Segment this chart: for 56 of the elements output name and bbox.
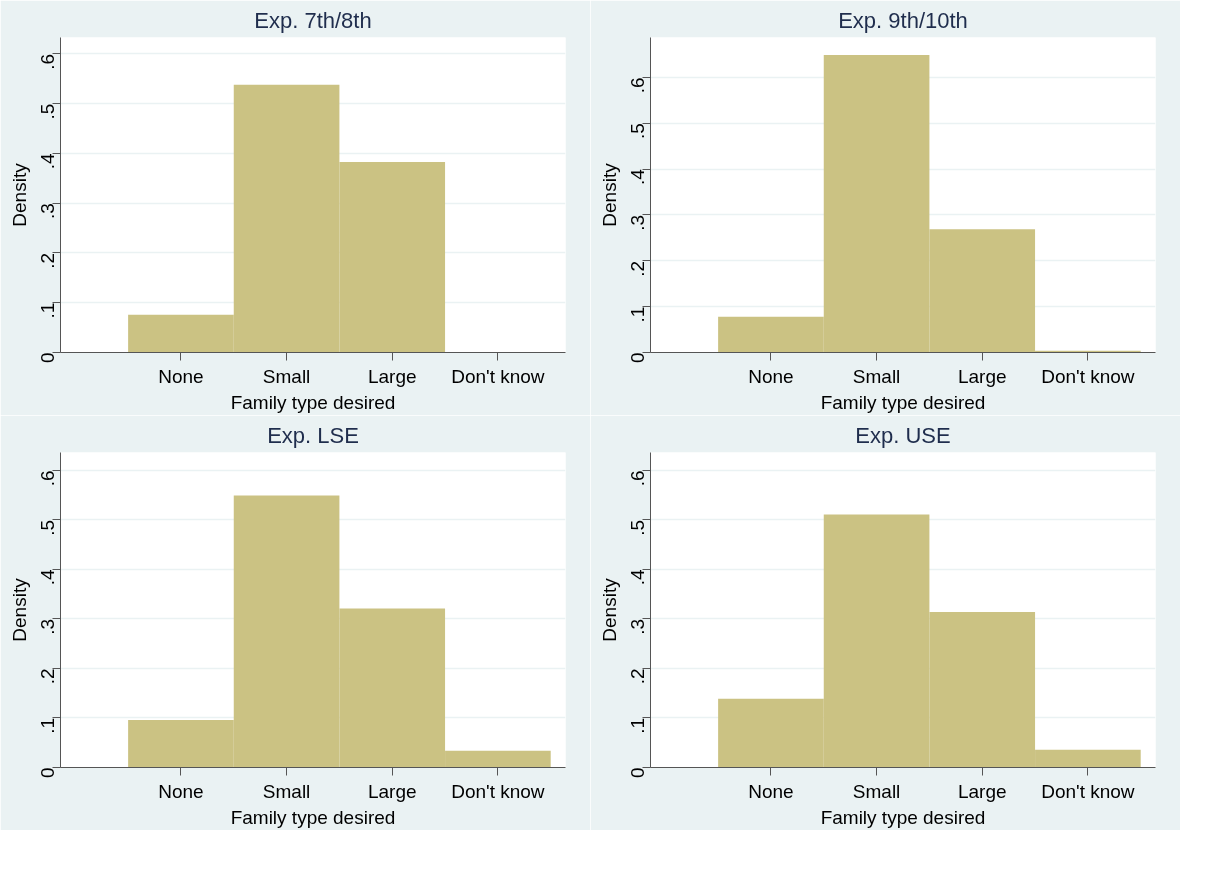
y-tick-label: .6 <box>37 53 58 70</box>
y-axis-title: Density <box>598 577 620 642</box>
y-axis-title: Density <box>8 577 30 642</box>
x-axis-title: Family type desired <box>230 806 396 828</box>
y-tick-label: .2 <box>37 668 58 685</box>
x-tick-label: None <box>158 365 204 387</box>
chart-title: Exp. 7th/8th <box>254 7 372 33</box>
x-tick-label: Large <box>957 365 1007 387</box>
y-tick-label: .5 <box>627 123 648 140</box>
y-tick-label: .5 <box>37 103 58 120</box>
x-axis-title: Family type desired <box>820 806 986 828</box>
y-tick-label: .1 <box>37 302 58 319</box>
x-tick-label: Small <box>852 780 901 802</box>
y-tick-label: .6 <box>37 470 58 487</box>
y-tick-label: .6 <box>627 470 648 487</box>
y-tick-label: .1 <box>37 717 58 734</box>
y-tick-label: .2 <box>627 260 648 277</box>
y-tick-label: .5 <box>37 519 58 536</box>
y-tick-label: .3 <box>627 618 648 635</box>
x-tick-label: Don't know <box>1041 780 1135 802</box>
y-tick-label: .2 <box>627 668 648 685</box>
x-tick-label: Small <box>852 365 901 387</box>
chart-title: Exp. 9th/10th <box>838 7 968 33</box>
x-tick-label: Don't know <box>451 780 545 802</box>
x-tick-label: Large <box>367 780 417 802</box>
y-tick-label: .3 <box>627 214 648 231</box>
y-tick-label: 0 <box>627 352 648 364</box>
chart-title: Exp. LSE <box>267 422 359 448</box>
x-tick-label: None <box>748 780 794 802</box>
y-tick-label: .3 <box>37 203 58 220</box>
x-tick-label: Large <box>367 365 417 387</box>
y-tick-label: .3 <box>37 618 58 635</box>
y-tick-label: .2 <box>37 252 58 269</box>
y-tick-label: 0 <box>37 767 58 779</box>
x-tick-label: None <box>158 780 204 802</box>
y-tick-label: 0 <box>627 767 648 779</box>
x-tick-label: Small <box>262 780 311 802</box>
y-tick-label: .1 <box>627 717 648 734</box>
x-axis-title: Family type desired <box>230 391 396 413</box>
y-tick-label: .5 <box>627 519 648 536</box>
y-tick-label: .4 <box>627 168 648 185</box>
x-tick-label: Large <box>957 780 1007 802</box>
y-tick-label: .1 <box>627 306 648 323</box>
x-tick-label: None <box>748 365 794 387</box>
y-tick-label: .4 <box>37 568 58 586</box>
x-tick-label: Don't know <box>1041 365 1135 387</box>
y-tick-label: .4 <box>627 568 648 586</box>
x-tick-label: Small <box>262 365 311 387</box>
y-tick-label: 0 <box>37 352 58 364</box>
chart-title: Exp. USE <box>855 422 951 448</box>
y-tick-label: .4 <box>37 153 58 170</box>
x-axis-title: Family type desired <box>820 391 986 413</box>
y-tick-label: .6 <box>627 77 648 94</box>
y-axis-title: Density <box>8 162 30 227</box>
y-axis-title: Density <box>598 162 620 227</box>
x-tick-label: Don't know <box>451 365 545 387</box>
